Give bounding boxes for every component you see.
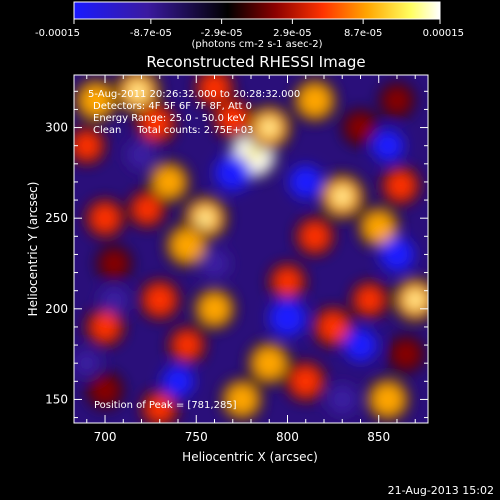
heat-blob [162,365,195,398]
heat-blob [90,203,120,233]
x-axis-label: Heliocentric X (arcsec) [182,450,318,464]
heat-blob [198,292,231,325]
heat-blob [199,248,230,279]
plot-area [74,75,428,423]
heat-blob [173,331,202,360]
x-tick-label: 700 [94,430,117,444]
heat-blob [317,311,349,343]
heat-blob [140,108,172,140]
heat-blob [79,83,113,118]
heat-blob [144,284,176,316]
heatmap-blobs [74,75,428,423]
heat-blob [145,394,174,423]
y-tick-label: 150 [45,392,68,406]
axes: 700 750 800 850 150 200 250 300 [45,75,428,444]
heat-blob [273,267,302,296]
heat-blob [132,195,161,224]
y-tick-label: 200 [45,302,68,316]
y-tick-label: 300 [45,121,68,135]
heat-blob [371,382,405,417]
heat-blob [170,228,204,263]
heat-blob [74,349,101,378]
heat-blob [289,165,323,199]
chart-title: Reconstructed RHESSI Image [146,53,365,71]
annotations: 5-Aug-2011 20:26:32.000 to 20:28:32.000 … [88,89,300,411]
heat-blob [298,83,332,118]
annotation-time-range: 5-Aug-2011 20:26:32.000 to 20:28:32.000 [88,89,300,100]
colorbar-ticks: -0.00015 -8.7e-05 -2.9e-05 2.9e-05 8.7e-05 0.… [35,19,464,39]
annotation-energy-range: Energy Range: 25.0 - 50.0 keV [93,113,246,124]
heat-blob-core [407,291,424,308]
colorbar-tick-label: 8.7e-05 [344,28,382,39]
heat-blob [90,312,120,342]
heat-blob [355,285,384,314]
x-tick-label: 750 [185,430,208,444]
heat-blob-core [334,188,351,205]
colorbar-tick-label: -0.00015 [35,28,80,39]
y-axis-label: Heliocentric Y (arcsec) [26,182,40,317]
colorbar-unit-label: (photons cm-2 s-1 asec-2) [191,39,322,50]
heat-blob [252,346,286,380]
heat-blob [101,250,127,277]
colorbar-tick-label: 2.9e-05 [273,28,311,39]
colorbar: -0.00015 -8.7e-05 -2.9e-05 2.9e-05 8.7e-05 0.… [35,1,464,50]
heat-blob [384,87,410,114]
heat-blob-core [129,83,146,100]
colorbar-tick-label: -2.9e-05 [201,28,243,39]
heat-blob [379,237,415,272]
heat-blob [347,114,374,141]
heat-blob [362,211,395,244]
annotation-detectors: Detectors: 4F 5F 6F 7F 8F, Att 0 [93,101,252,112]
colorbar-tick-label: 0.00015 [423,28,464,39]
heat-blob [199,75,230,103]
heat-blob [392,340,420,368]
heat-blob [91,377,119,404]
heat-blob [290,365,322,397]
y-tick-label: 250 [45,211,68,225]
heat-blob [218,103,248,134]
heat-blob [225,383,258,416]
heat-blob [152,165,185,198]
heat-blob-core [261,119,278,136]
heat-blob [385,170,416,201]
colorbar-gradient [73,1,441,20]
heat-blob-core [197,210,214,226]
heat-blob [343,328,378,362]
heat-blob [326,384,358,415]
heat-blob [99,285,129,315]
heat-blob [214,154,251,191]
peak-position-label: Position of Peak = [781,285] [94,400,237,411]
heat-blob [371,129,404,162]
heat-blob [268,299,307,337]
colorbar-tick-label: -8.7e-05 [130,28,172,39]
heat-blob [300,221,330,251]
footer-timestamp: 21-Aug-2013 15:02 [388,484,494,497]
x-tick-label: 850 [367,430,390,444]
heat-blob [126,139,157,171]
heat-blob-core [243,145,262,164]
heat-blob [74,131,101,160]
x-tick-label: 800 [276,430,299,444]
annotation-counts: Clean Total counts: 2.75E+03 [93,125,253,136]
